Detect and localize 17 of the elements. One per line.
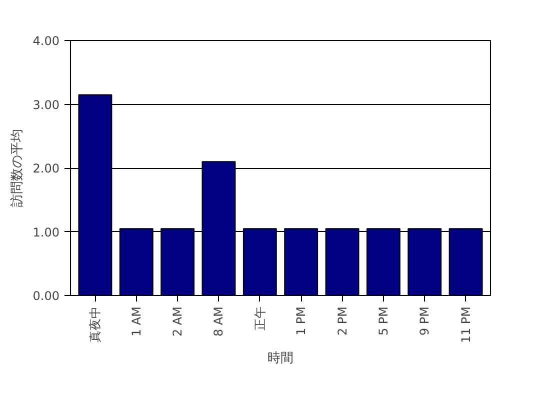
- x-tick-label: 11 PM: [458, 306, 473, 344]
- x-tick-label: 2 PM: [335, 306, 350, 336]
- x-tick-label: 8 AM: [212, 306, 226, 337]
- x-tick-label: 真夜中: [88, 306, 102, 342]
- x-tick-label: 1 PM: [294, 306, 308, 336]
- y-tick-label: 0.00: [32, 289, 60, 303]
- y-axis-title: 訪問数の平均: [10, 129, 25, 207]
- y-tick-label: 3.00: [32, 98, 60, 112]
- x-tick-label: 5 PM: [376, 306, 390, 336]
- x-tick-label: 2 AM: [170, 306, 185, 337]
- x-axis-title: 時間: [268, 351, 294, 366]
- x-tick-label: 1 AM: [129, 306, 144, 337]
- y-tick-label: 2.00: [32, 162, 60, 176]
- y-tick-label: 4.00: [32, 34, 60, 48]
- x-tick-label: 正午: [252, 306, 267, 330]
- x-tick-label: 9 PM: [418, 306, 432, 336]
- y-tick-label: 1.00: [32, 225, 60, 240]
